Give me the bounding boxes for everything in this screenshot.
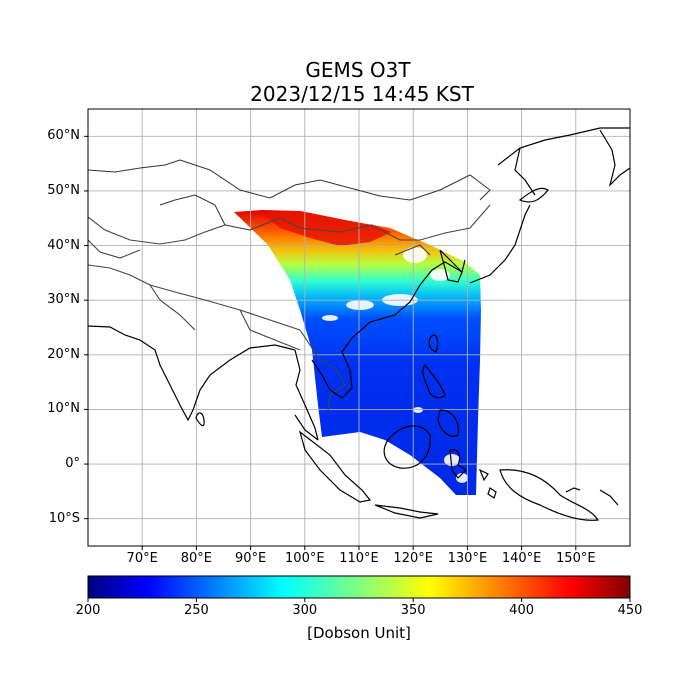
- colorbar-tick-label: 350: [400, 603, 426, 618]
- colorbar-tick-label: 300: [292, 603, 318, 618]
- axis-ticks: [84, 135, 577, 550]
- lat-tick-label: 0°: [65, 456, 80, 472]
- regional-borders: [88, 159, 491, 226]
- colorbar-tick-label: 250: [183, 603, 209, 618]
- lon-tick-label: 110°E: [339, 551, 379, 566]
- lon-tick-label: 120°E: [393, 551, 433, 566]
- lat-tick-label: 10°S: [48, 510, 80, 526]
- map-subtitle: 2023/12/15 14:45 KST: [250, 82, 474, 106]
- map-title: GEMS O3T: [305, 58, 411, 82]
- coastlines: [88, 127, 630, 521]
- colorbar-ramp: [87, 575, 631, 599]
- lon-tick-label: 70°E: [126, 551, 158, 566]
- lon-tick-label: 90°E: [234, 551, 267, 566]
- colorbar-tick-label: 200: [75, 603, 101, 618]
- lon-tick-label: 100°E: [285, 551, 325, 566]
- lat-tick-label: 50°N: [47, 182, 80, 198]
- colorbar-tick-label: 400: [509, 603, 534, 618]
- lon-tick-label: 80°E: [180, 551, 213, 566]
- ozone-swath: [234, 210, 481, 495]
- lon-tick-label: 140°E: [501, 551, 542, 566]
- colorbar-label: [Dobson Unit]: [307, 624, 411, 642]
- lat-tick-label: 10°N: [47, 401, 80, 417]
- colorbar-ticks: [87, 598, 631, 602]
- lon-tick-label: 130°E: [447, 551, 488, 566]
- country-borders: [88, 204, 491, 411]
- lat-tick-label: 20°N: [47, 346, 80, 362]
- lat-tick-label: 40°N: [47, 237, 80, 253]
- lon-tick-label: 150°E: [556, 551, 596, 566]
- colorbar-tick-label: 450: [617, 603, 643, 618]
- graticule: [88, 109, 630, 546]
- lat-tick-label: 60°N: [47, 128, 80, 144]
- lat-tick-label: 30°N: [47, 292, 80, 308]
